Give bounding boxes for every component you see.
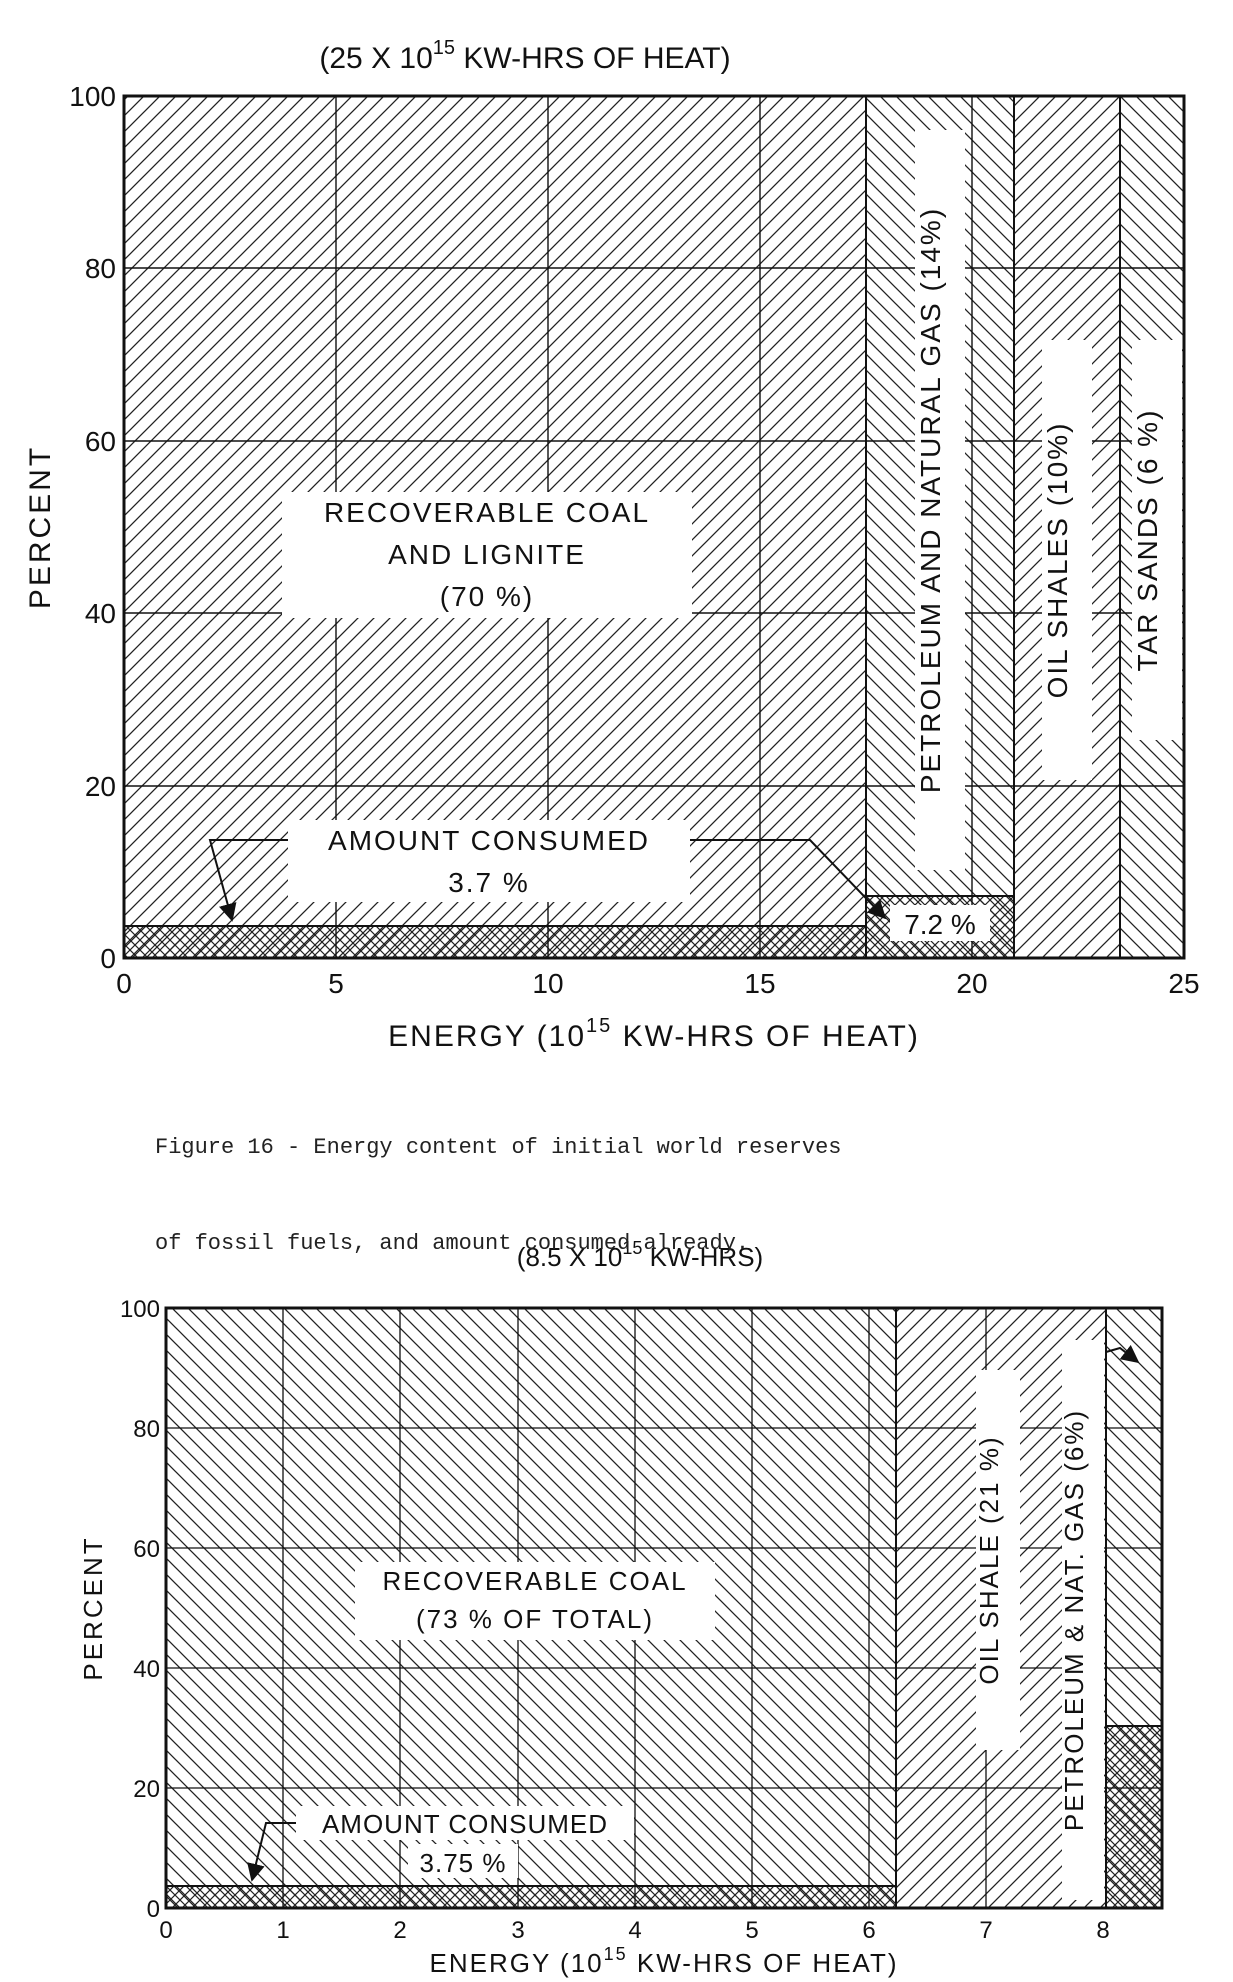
coal-label-2-line-2: (73 % OF TOTAL) — [416, 1604, 654, 1634]
y-tick: 100 — [120, 1296, 160, 1323]
y-tick: 0 — [147, 1896, 160, 1923]
y-tick: 60 — [133, 1536, 160, 1563]
oil-shale-label: OIL SHALE (21 %) — [974, 1435, 1004, 1684]
consumed-label-line-2: 3.7 % — [448, 867, 530, 898]
y-tick: 100 — [69, 81, 116, 112]
petroleum-gas-label: PETROLEUM AND NATURAL GAS (14%) — [915, 207, 946, 793]
consumed-petroleum-2 — [1105, 1725, 1163, 1909]
x-tick: 2 — [393, 1917, 406, 1944]
vertical-labels: PETROLEUM AND NATURAL GAS (14%) OIL SHAL… — [915, 130, 1182, 870]
consumed-leader-right — [690, 839, 887, 920]
caption-line-2: of fossil fuels, and amount consumed alr… — [155, 1231, 750, 1256]
x-tick: 8 — [1096, 1917, 1109, 1944]
x-tick: 0 — [116, 968, 132, 999]
chart-1-xticks: 0 5 10 15 20 25 — [116, 968, 1199, 999]
coal-label: RECOVERABLE COAL AND LIGNITE (70 %) — [282, 492, 692, 618]
chart-2-top-label: (8.5 X 1015 KW-HRS) — [517, 1238, 763, 1272]
chart-2: (8.5 X 1015 KW-HRS) 0 20 40 — [78, 1238, 1164, 1978]
consumed-leader-left — [208, 839, 288, 922]
x-tick: 0 — [159, 1917, 172, 1944]
chart-2-frame — [164, 1306, 1164, 1910]
chart-1-top-label: (25 X 1015 KW-HRS OF HEAT) — [319, 37, 730, 75]
coal-label-2-line-1: RECOVERABLE COAL — [382, 1566, 687, 1596]
y-tick: 20 — [133, 1776, 160, 1803]
x-tick: 5 — [745, 1917, 758, 1944]
chart-1-xlabel: ENERGY (1015 KW-HRS OF HEAT) — [388, 1015, 920, 1053]
x-tick: 4 — [628, 1917, 641, 1944]
chart-2-yticks: 0 20 40 60 80 100 — [120, 1296, 160, 1923]
tar-sands-label: TAR SANDS (6 %) — [1132, 409, 1163, 672]
figure-caption: Figure 16 - Energy content of initial wo… — [155, 1068, 1155, 1292]
consumed-coal — [123, 925, 867, 959]
coal-label-line-3: (70 %) — [440, 581, 534, 612]
chart-1: (25 X 1015 KW-HRS OF HEAT) 0 20 40 60 — [24, 37, 1200, 1053]
x-tick: 7 — [979, 1917, 992, 1944]
petroleum-nat-gas-label: PETROLEUM & NAT. GAS (6%) — [1059, 1409, 1089, 1831]
chart-1-ylabel: PERCENT — [24, 445, 57, 609]
x-tick: 25 — [1168, 968, 1199, 999]
y-tick: 40 — [133, 1656, 160, 1683]
x-tick: 6 — [862, 1917, 875, 1944]
x-tick: 10 — [532, 968, 563, 999]
chart-1-frame — [122, 94, 1186, 960]
consumed-label-2-line-1: AMOUNT CONSUMED — [322, 1809, 608, 1839]
y-tick: 60 — [85, 426, 116, 457]
vertical-labels-2: OIL SHALE (21 %) PETROLEUM & NAT. GAS (6… — [974, 1340, 1140, 1900]
y-tick: 80 — [133, 1416, 160, 1443]
y-tick: 0 — [100, 943, 116, 974]
chart-1-yticks: 0 20 40 60 80 100 — [69, 81, 116, 974]
oil-shales-label: OIL SHALES (10%) — [1042, 422, 1073, 699]
coal-label-2: RECOVERABLE COAL (73 % OF TOTAL) — [355, 1562, 715, 1640]
chart-2-ylabel: PERCENT — [78, 1535, 108, 1680]
x-tick: 5 — [328, 968, 344, 999]
consumed-label-line-1: AMOUNT CONSUMED — [328, 825, 650, 856]
caption-line-1: Figure 16 - Energy content of initial wo… — [155, 1135, 842, 1160]
petro-consumed-label: 7.2 % — [890, 905, 990, 941]
coal-label-line-2: AND LIGNITE — [388, 539, 586, 570]
coal-label-line-1: RECOVERABLE COAL — [324, 497, 650, 528]
x-tick: 3 — [511, 1917, 524, 1944]
consumed-label: AMOUNT CONSUMED 3.7 % — [208, 820, 887, 922]
y-tick: 40 — [85, 598, 116, 629]
y-tick: 20 — [85, 771, 116, 802]
petroleum-2-leader — [1105, 1344, 1140, 1364]
consumed-label-2-line-2: 3.75 % — [420, 1848, 507, 1878]
chart-2-xticks: 0 1 2 3 4 5 6 7 8 — [159, 1917, 1109, 1944]
y-tick: 80 — [85, 253, 116, 284]
x-tick: 1 — [276, 1917, 289, 1944]
consumed-label-2: AMOUNT CONSUMED 3.75 % — [247, 1806, 634, 1882]
x-tick: 20 — [956, 968, 987, 999]
chart-2-xlabel: ENERGY (1015 KW-HRS OF HEAT) — [430, 1944, 899, 1978]
consumed-coal-2 — [165, 1885, 897, 1909]
x-tick: 15 — [744, 968, 775, 999]
petro-consumed-value: 7.2 % — [904, 909, 976, 940]
consumed-2-leader — [247, 1822, 296, 1882]
